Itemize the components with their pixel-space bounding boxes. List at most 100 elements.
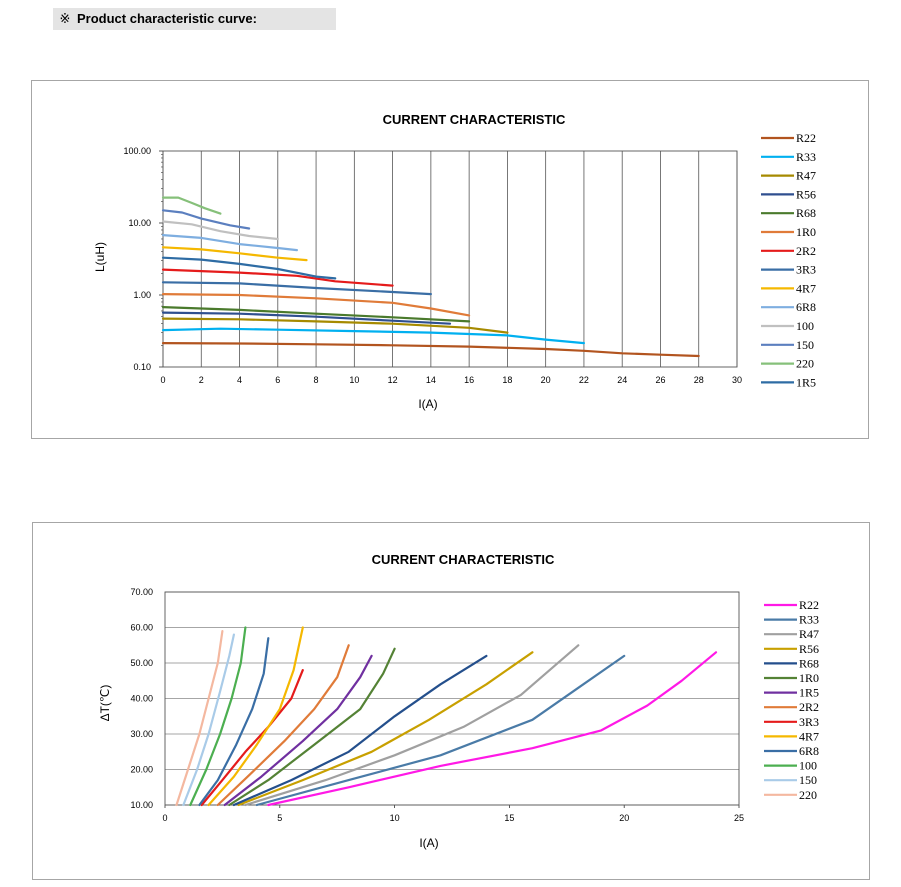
series-line-3r3 bbox=[161, 281, 432, 296]
series-line-220 bbox=[161, 196, 222, 215]
series-line-2r2 bbox=[216, 644, 350, 807]
series-line-100 bbox=[161, 220, 279, 241]
x-tick-label: 26 bbox=[655, 375, 665, 385]
plot-area-border bbox=[162, 150, 738, 368]
series-line-220 bbox=[175, 629, 224, 807]
series-line-150 bbox=[161, 209, 251, 230]
y-tick-label: 70.00 bbox=[130, 587, 153, 597]
legend-label-220: 220 bbox=[799, 788, 817, 802]
x-tick-label: 8 bbox=[314, 375, 319, 385]
x-axis-label: I(A) bbox=[419, 836, 438, 850]
series-line-r56 bbox=[161, 311, 452, 325]
legend-label-r47: R47 bbox=[796, 169, 816, 183]
x-tick-label: 4 bbox=[237, 375, 242, 385]
plot-area-border bbox=[164, 591, 740, 806]
legend-label-1r0: 1R0 bbox=[796, 225, 816, 239]
x-tick-label: 0 bbox=[160, 375, 165, 385]
series-line-r33 bbox=[161, 327, 586, 345]
legend-label-2r2: 2R2 bbox=[799, 700, 819, 714]
y-axis-label: ΔT(℃) bbox=[98, 685, 112, 722]
series-line-4r7 bbox=[161, 246, 308, 262]
legend-label-r47: R47 bbox=[799, 627, 819, 641]
series-line-r47 bbox=[244, 644, 580, 807]
x-tick-label: 22 bbox=[579, 375, 589, 385]
legend-label-r33: R33 bbox=[799, 613, 819, 627]
series-line-150 bbox=[182, 633, 235, 807]
legend-label-150: 150 bbox=[799, 773, 817, 787]
series-line-1r5 bbox=[161, 256, 337, 280]
series-line-1r0 bbox=[161, 293, 471, 317]
y-tick-label: 40.00 bbox=[130, 694, 153, 704]
x-tick-label: 15 bbox=[504, 813, 514, 823]
x-tick-label: 28 bbox=[694, 375, 704, 385]
y-tick-label: 60.00 bbox=[130, 623, 153, 633]
legend-label-100: 100 bbox=[799, 759, 817, 773]
legend-label-150: 150 bbox=[796, 338, 814, 352]
legend-label-6r8: 6R8 bbox=[796, 300, 816, 314]
temperature-chart: CURRENT CHARACTERISTIC 0 5 10 15 20 25 10.00 20.… bbox=[98, 552, 819, 850]
series-line-3r3 bbox=[200, 669, 304, 807]
legend-label-r56: R56 bbox=[796, 187, 816, 201]
inductance-chart-panel: CURRENT CHARACTERISTIC 0 2 4 6 8 10 12 14 16 18 20 2… bbox=[31, 80, 869, 439]
legend-label-r68: R68 bbox=[799, 656, 819, 670]
legend-label-r22: R22 bbox=[796, 131, 816, 145]
legend-label-100: 100 bbox=[796, 319, 814, 333]
legend-label-1r0: 1R0 bbox=[799, 671, 819, 685]
x-tick-label: 0 bbox=[162, 813, 167, 823]
x-tick-label: 20 bbox=[619, 813, 629, 823]
series-line-r68 bbox=[161, 306, 471, 323]
series-line-1r5 bbox=[223, 654, 373, 807]
legend-label-r22: R22 bbox=[799, 598, 819, 612]
reference-mark: ※ bbox=[59, 12, 71, 27]
series-line-r22 bbox=[267, 651, 718, 807]
x-tick-label: 2 bbox=[199, 375, 204, 385]
series-line-r68 bbox=[232, 654, 488, 807]
series-line-6r8 bbox=[161, 234, 298, 252]
y-axis-label: L(uH) bbox=[93, 242, 107, 272]
x-tick-label: 14 bbox=[426, 375, 436, 385]
chart-title: CURRENT CHARACTERISTIC bbox=[383, 112, 566, 127]
x-tick-label: 10 bbox=[390, 813, 400, 823]
series-line-r47 bbox=[161, 317, 509, 334]
legend-label-r68: R68 bbox=[796, 206, 816, 220]
legend-label-6r8: 6R8 bbox=[799, 744, 819, 758]
x-tick-label: 6 bbox=[275, 375, 280, 385]
series-line-4r7 bbox=[207, 626, 304, 807]
series-line-r33 bbox=[255, 654, 626, 807]
y-tick-label: 20.00 bbox=[130, 765, 153, 775]
section-header-text: Product characteristic curve: bbox=[77, 11, 257, 26]
legend-label-220: 220 bbox=[796, 357, 814, 371]
legend-label-2r2: 2R2 bbox=[796, 244, 816, 258]
legend-label-4r7: 4R7 bbox=[799, 729, 819, 743]
legend-label-3r3: 3R3 bbox=[799, 715, 819, 729]
series-line-r56 bbox=[237, 651, 534, 807]
legend-label-4r7: 4R7 bbox=[796, 281, 816, 295]
x-tick-label: 16 bbox=[464, 375, 474, 385]
x-tick-label: 20 bbox=[541, 375, 551, 385]
legend-label-r56: R56 bbox=[799, 642, 819, 656]
y-tick-label: 10.00 bbox=[128, 218, 151, 228]
legend-label-1r5: 1R5 bbox=[799, 686, 819, 700]
temperature-chart-panel: CURRENT CHARACTERISTIC 0 5 10 15 20 25 10.00 20.… bbox=[32, 522, 870, 880]
legend-label-1r5: 1R5 bbox=[796, 375, 816, 389]
x-tick-label: 12 bbox=[388, 375, 398, 385]
x-axis-label: I(A) bbox=[418, 397, 437, 411]
x-tick-label: 25 bbox=[734, 813, 744, 823]
section-header: ※ Product characteristic curve: bbox=[53, 8, 336, 30]
x-tick-label: 24 bbox=[617, 375, 627, 385]
x-tick-label: 5 bbox=[277, 813, 282, 823]
legend-label-r33: R33 bbox=[796, 150, 816, 164]
y-tick-label: 0.10 bbox=[133, 362, 151, 372]
x-tick-label: 30 bbox=[732, 375, 742, 385]
series-line-1r0 bbox=[228, 647, 396, 807]
y-tick-label: 30.00 bbox=[130, 729, 153, 739]
y-tick-label: 50.00 bbox=[130, 658, 153, 668]
x-tick-label: 18 bbox=[502, 375, 512, 385]
series-line-100 bbox=[189, 626, 247, 807]
x-tick-label: 10 bbox=[349, 375, 359, 385]
y-tick-label: 10.00 bbox=[130, 800, 153, 810]
series-line-r22 bbox=[161, 342, 700, 358]
y-tick-label: 100.00 bbox=[123, 146, 151, 156]
legend-label-3r3: 3R3 bbox=[796, 263, 816, 277]
